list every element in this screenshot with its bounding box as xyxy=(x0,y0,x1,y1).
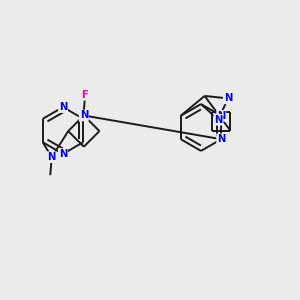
Text: N: N xyxy=(80,110,88,121)
Text: N: N xyxy=(224,93,232,103)
Text: N: N xyxy=(214,115,223,125)
Text: N: N xyxy=(47,152,56,162)
Text: N: N xyxy=(217,111,226,121)
Text: F: F xyxy=(81,90,88,100)
Text: N: N xyxy=(59,149,67,159)
Text: N: N xyxy=(217,134,226,144)
Text: N: N xyxy=(59,102,67,112)
